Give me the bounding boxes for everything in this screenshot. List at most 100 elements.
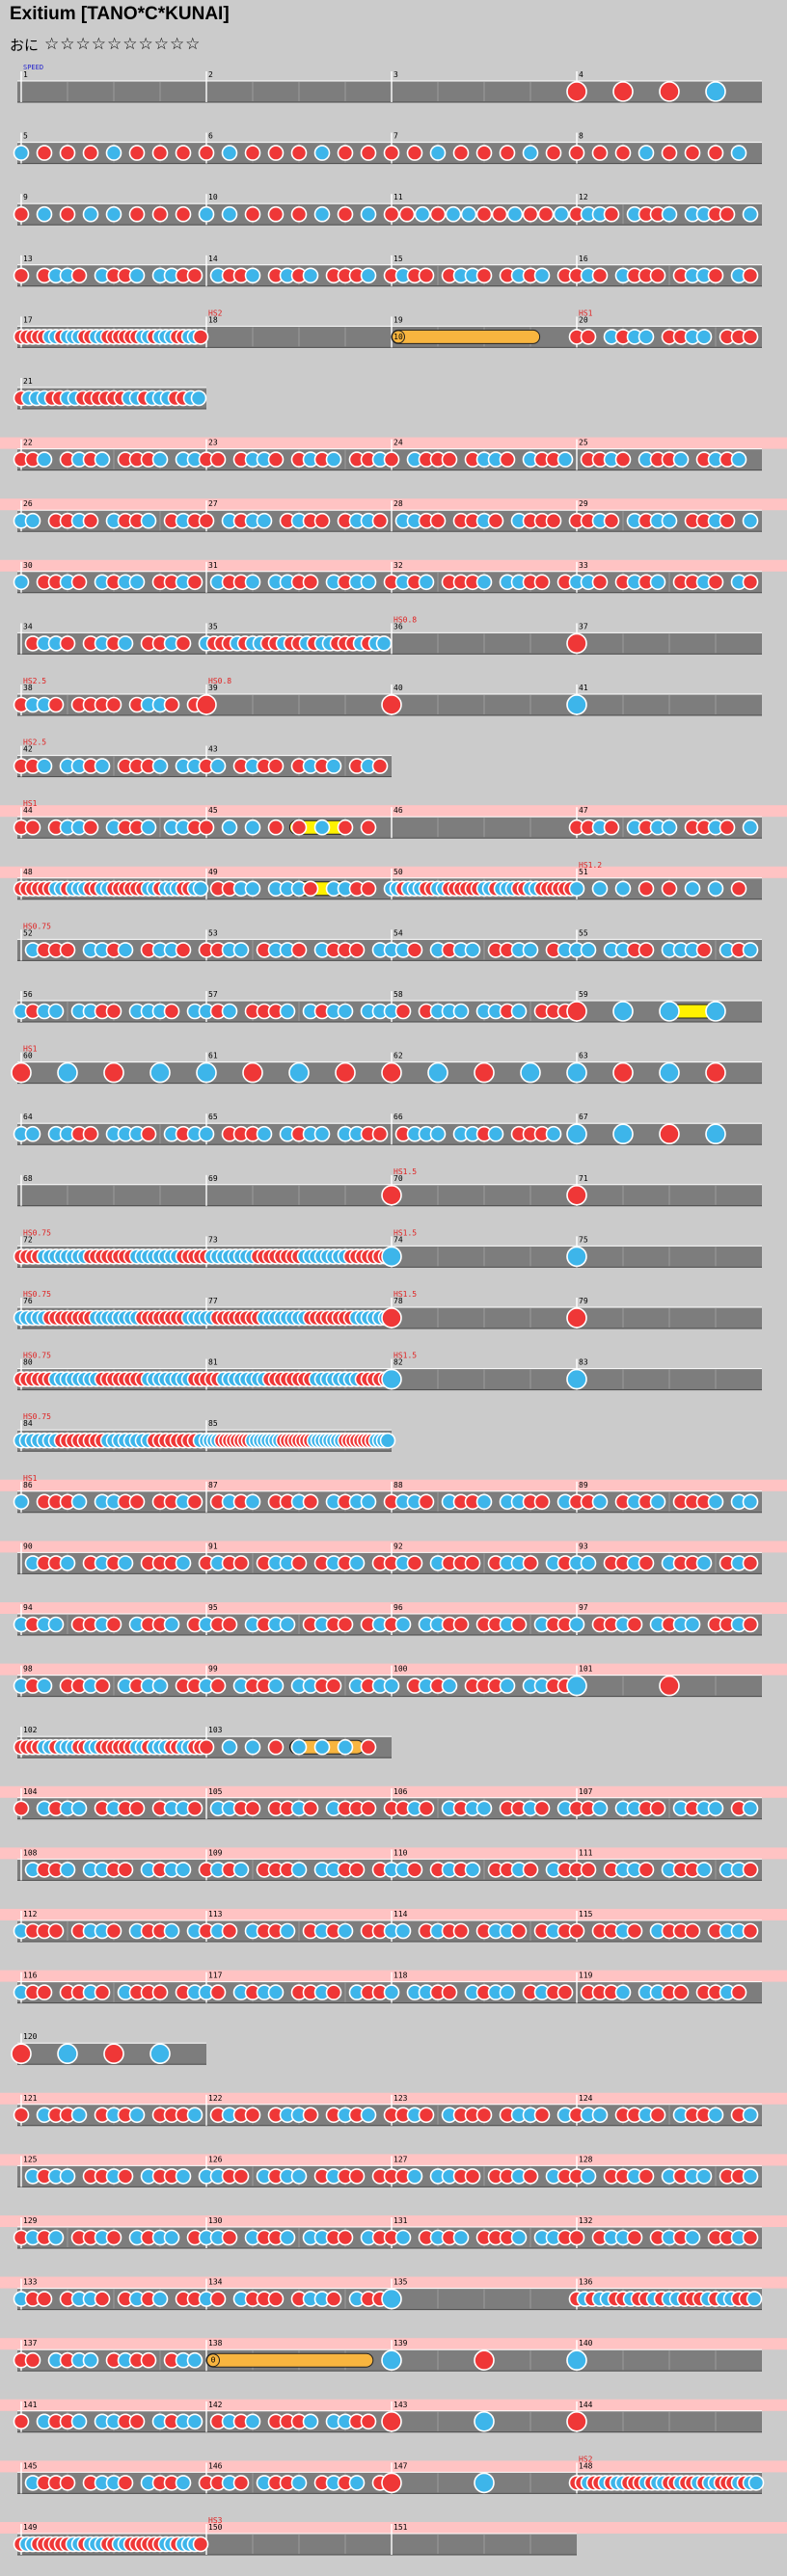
don-note — [105, 1922, 122, 1940]
measure-number: 24 — [394, 439, 403, 447]
ka-note — [695, 1862, 713, 1878]
ka-note — [290, 1862, 308, 1878]
measure-number: 29 — [579, 499, 588, 508]
ka-note — [684, 2229, 701, 2246]
ka-note — [747, 2475, 765, 2491]
ka-note — [279, 1616, 296, 1633]
big-don-note — [381, 694, 402, 715]
don-note — [661, 880, 678, 898]
ka-note — [661, 818, 678, 836]
big-ka-note — [381, 2288, 402, 2310]
don-note — [452, 145, 470, 161]
ka-note — [279, 2229, 296, 2246]
ka-note — [313, 1738, 331, 1756]
song-title: Exitium [TANO*C*KUNAI] — [10, 4, 230, 24]
scroll-speed-event: HS0.8 — [208, 677, 231, 685]
ka-note — [360, 574, 377, 591]
don-note — [348, 2168, 366, 2185]
measure-number: 78 — [394, 1297, 403, 1305]
ka-note — [742, 2168, 759, 2185]
big-ka-note — [705, 1123, 726, 1144]
big-don-note — [566, 1001, 587, 1022]
measure-number: 54 — [394, 928, 403, 937]
big-don-note — [242, 1061, 263, 1084]
don-note — [267, 451, 285, 468]
measure-number: 145 — [23, 2461, 38, 2470]
measure-number: 33 — [579, 561, 588, 570]
don-note — [348, 942, 366, 958]
don-note — [337, 2229, 354, 2246]
start-label: SPEED — [23, 64, 43, 71]
measure-number: 133 — [23, 2278, 38, 2287]
ka-note — [244, 2413, 261, 2430]
measure-number: 146 — [208, 2461, 223, 2470]
don-note — [684, 145, 701, 161]
don-note — [70, 574, 88, 591]
don-note — [267, 818, 285, 836]
don-note — [742, 574, 759, 591]
difficulty-row: おに ☆☆☆☆☆☆☆☆☆☆ — [10, 33, 201, 56]
gogo-band — [0, 1663, 787, 1676]
measure-number: 52 — [23, 928, 33, 937]
big-ka-note — [149, 2043, 171, 2064]
measure-number: 107 — [579, 1787, 593, 1796]
ka-note — [379, 1432, 396, 1449]
measure-number: 67 — [579, 1113, 588, 1121]
don-note — [452, 1616, 470, 1633]
measure-number: 141 — [23, 2401, 38, 2409]
big-don-note — [566, 1307, 587, 1328]
ka-note — [614, 1984, 632, 2000]
don-note — [36, 1984, 53, 2000]
measure-number: 6 — [208, 132, 213, 141]
ka-note — [742, 942, 759, 958]
big-ka-note — [612, 1123, 634, 1144]
don-note — [24, 818, 41, 836]
big-ka-note — [566, 694, 587, 715]
ka-note — [36, 758, 53, 774]
measure-number: 130 — [208, 2216, 223, 2225]
don-note — [244, 2106, 261, 2124]
big-ka-note — [381, 1246, 402, 1268]
ka-note — [545, 1125, 562, 1142]
measure-number: 4 — [579, 70, 583, 79]
don-note — [244, 205, 261, 223]
ka-note — [591, 2106, 609, 2124]
big-ka-note — [659, 1061, 680, 1084]
ka-note — [730, 145, 747, 161]
ka-note — [394, 1616, 412, 1633]
ka-note — [429, 145, 447, 161]
measure-number: 66 — [394, 1113, 403, 1121]
big-don-note — [11, 1061, 32, 1084]
ka-note — [580, 942, 597, 958]
don-note — [614, 145, 632, 161]
don-note — [522, 2168, 539, 2185]
measure-number: 46 — [394, 806, 403, 815]
don-note — [302, 1493, 319, 1511]
scroll-speed-event: HS0.75 — [23, 1352, 51, 1360]
measure-number: 143 — [394, 2401, 408, 2409]
don-note — [360, 818, 377, 836]
don-note — [175, 635, 192, 652]
measure-number: 120 — [23, 2032, 38, 2041]
gogo-band — [0, 2092, 787, 2105]
big-don-note — [705, 1061, 726, 1084]
don-note — [371, 512, 389, 529]
measure-number: 131 — [394, 2216, 408, 2225]
don-note — [128, 145, 146, 161]
don-note — [568, 1922, 585, 1940]
ka-note — [510, 1003, 528, 1020]
don-note — [406, 1555, 423, 1571]
measure-number: 56 — [23, 990, 33, 999]
ka-note — [36, 451, 53, 468]
big-ka-note — [566, 1368, 587, 1390]
ka-note — [175, 2475, 192, 2491]
don-note — [325, 2291, 342, 2307]
big-ka-note — [57, 1061, 78, 1084]
don-note — [499, 145, 516, 161]
ka-note — [128, 2106, 146, 2124]
ka-note — [151, 2291, 169, 2307]
don-note — [36, 2291, 53, 2307]
don-note — [82, 1125, 99, 1142]
don-note — [672, 1984, 690, 2000]
